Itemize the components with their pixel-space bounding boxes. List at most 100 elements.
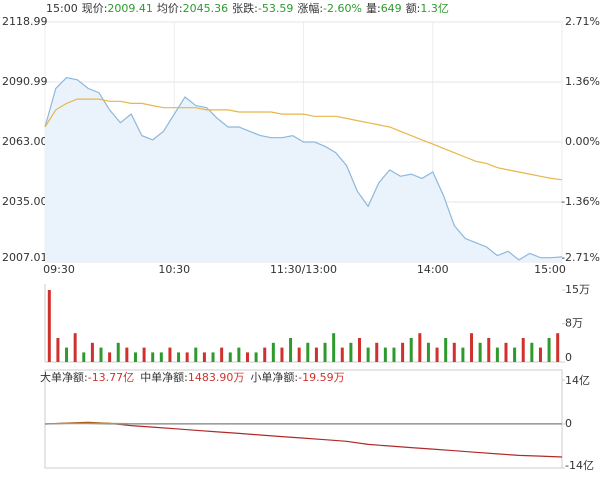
line	[44, 98, 563, 181]
y-tick-label: 8万	[565, 317, 583, 330]
volume-bar	[271, 342, 275, 362]
legend-value: -19.59万	[298, 371, 344, 384]
volume-bar	[125, 347, 129, 362]
volume-bar	[237, 347, 241, 362]
y-tick-label: 2090.99	[2, 75, 48, 88]
x-tick-label: 09:30	[43, 263, 75, 276]
volume-bar	[349, 342, 353, 362]
header-value: 2009.41	[107, 2, 153, 15]
volume-bar	[263, 347, 267, 362]
line	[44, 421, 563, 458]
volume-bar	[495, 347, 499, 362]
volume-bar	[280, 347, 284, 362]
volume-bar	[556, 333, 560, 362]
y-tick-label: 2035.00	[2, 195, 48, 208]
header-label: 涨幅:	[297, 2, 323, 15]
volume-bar	[332, 333, 336, 362]
y-tick-label: 2063.00	[2, 135, 48, 148]
header-label: 张跌:	[232, 1, 258, 15]
legend: 大单净额:-13.77亿 中单净额:1483.90万 小单净额:-19.59万	[40, 370, 345, 384]
header-value: 1.3亿	[420, 2, 449, 15]
x-tick-label: 10:30	[158, 263, 190, 276]
volume-bar	[426, 342, 430, 362]
volume-bar	[444, 338, 448, 362]
y2-tick-label: -1.36%	[561, 195, 600, 208]
header-value: 2045.36	[183, 2, 229, 15]
volume-bar	[202, 352, 206, 362]
legend-value: 1483.90万	[188, 371, 245, 384]
volume-bar	[521, 338, 525, 362]
volume-bar	[108, 352, 112, 362]
volume-bar	[530, 342, 534, 362]
volume-bar	[306, 342, 310, 362]
volume-bar	[409, 338, 413, 362]
header-label: 量:	[366, 2, 381, 15]
header: 15:00 现价:2009.41 均价:2045.36 张跌:-53.59 涨幅:-2.…	[46, 1, 449, 15]
y-tick-label: 0	[565, 351, 572, 364]
x-tick-label: 14:00	[417, 263, 449, 276]
legend-label: 中单净额:	[140, 370, 188, 384]
price-area	[45, 77, 562, 262]
volume-bar	[487, 338, 491, 362]
header-time: 15:00	[46, 2, 78, 15]
volume-bar	[185, 352, 189, 362]
volume-bar	[547, 338, 551, 362]
volume-bar	[194, 347, 198, 362]
volume-bar	[142, 347, 146, 362]
y2-tick-label: 0.00%	[565, 135, 600, 148]
volume-bar	[392, 347, 396, 362]
legend-label: 小单净额:	[250, 370, 298, 384]
legend-value: -13.77亿	[88, 371, 134, 384]
line	[44, 77, 563, 261]
volume-bar	[504, 342, 508, 362]
y-tick-label: 15万	[565, 283, 590, 296]
volume-bar	[314, 347, 318, 362]
volume-bar	[159, 352, 163, 362]
volume-bar	[435, 347, 439, 362]
volume-bar	[366, 347, 370, 362]
header-value: -2.60%	[323, 2, 362, 15]
volume-bar	[211, 352, 215, 362]
header-label: 现价:	[82, 2, 108, 15]
volume-bar	[99, 347, 103, 362]
y2-tick-label: -2.71%	[561, 251, 600, 264]
volume-bar	[538, 347, 542, 362]
volume-bar	[478, 342, 482, 362]
volume-bar	[461, 347, 465, 362]
volume-bar	[383, 347, 387, 362]
volume-bar	[418, 333, 422, 362]
volume-bar	[340, 347, 344, 362]
y2-tick-label: 2.71%	[565, 15, 600, 28]
volume-bar	[47, 290, 51, 362]
y-tick-label: 2118.99	[2, 15, 48, 28]
header-value: 649	[381, 2, 402, 15]
volume-bar	[228, 352, 232, 362]
volume-bar	[168, 347, 172, 362]
x-tick-label: 11:30/13:00	[270, 263, 337, 276]
x-tick-label: 15:00	[534, 263, 566, 276]
y-tick-label: -14亿	[565, 459, 594, 472]
panel-border	[44, 369, 563, 469]
volume-bar	[358, 338, 362, 362]
volume-bar	[82, 352, 86, 362]
volume-bar	[401, 342, 405, 362]
volume-bar	[297, 347, 301, 362]
y2-tick-label: 1.36%	[565, 75, 600, 88]
volume-bar	[177, 352, 181, 362]
legend-label: 大单净额:	[40, 370, 88, 384]
header-label: 额:	[406, 2, 421, 15]
y-tick-label: 0	[565, 417, 572, 430]
volume-bar	[133, 352, 137, 362]
volume-bar	[245, 352, 249, 362]
header-value: -53.59	[258, 2, 293, 15]
volume-bar	[470, 333, 474, 362]
volume-bar	[452, 342, 456, 362]
volume-bar	[289, 338, 293, 362]
volume-bar	[116, 342, 120, 362]
volume-bar	[513, 347, 517, 362]
volume-bar	[56, 338, 60, 362]
header-label: 均价:	[157, 2, 183, 15]
volume-bar	[90, 342, 94, 362]
y-tick-label: 2007.01	[2, 251, 48, 264]
